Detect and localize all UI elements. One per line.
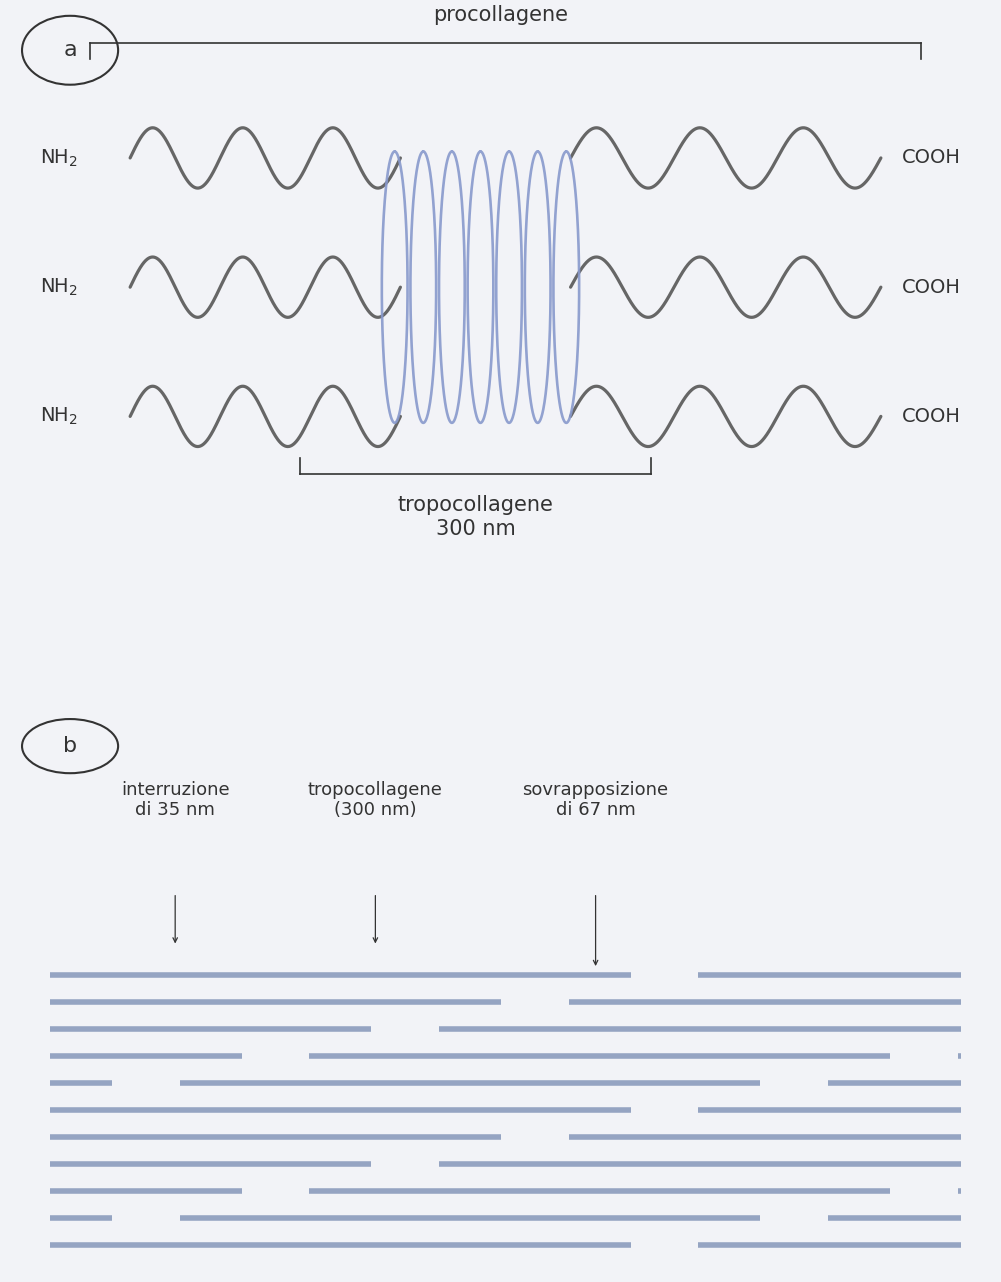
Text: tropocollagene
300 nm: tropocollagene 300 nm <box>397 495 554 538</box>
Text: NH$_2$: NH$_2$ <box>40 405 78 427</box>
Text: procollagene: procollagene <box>433 5 568 26</box>
Text: NH$_2$: NH$_2$ <box>40 277 78 297</box>
Text: tropocollagene
(300 nm): tropocollagene (300 nm) <box>308 781 442 819</box>
Text: b: b <box>63 736 77 756</box>
Text: COOH: COOH <box>902 149 961 168</box>
Text: COOH: COOH <box>902 406 961 426</box>
Text: sovrapposizione
di 67 nm: sovrapposizione di 67 nm <box>523 781 669 819</box>
Text: NH$_2$: NH$_2$ <box>40 147 78 169</box>
Text: COOH: COOH <box>902 278 961 296</box>
Text: interruzione
di 35 nm: interruzione di 35 nm <box>121 781 229 819</box>
Text: a: a <box>63 40 77 60</box>
